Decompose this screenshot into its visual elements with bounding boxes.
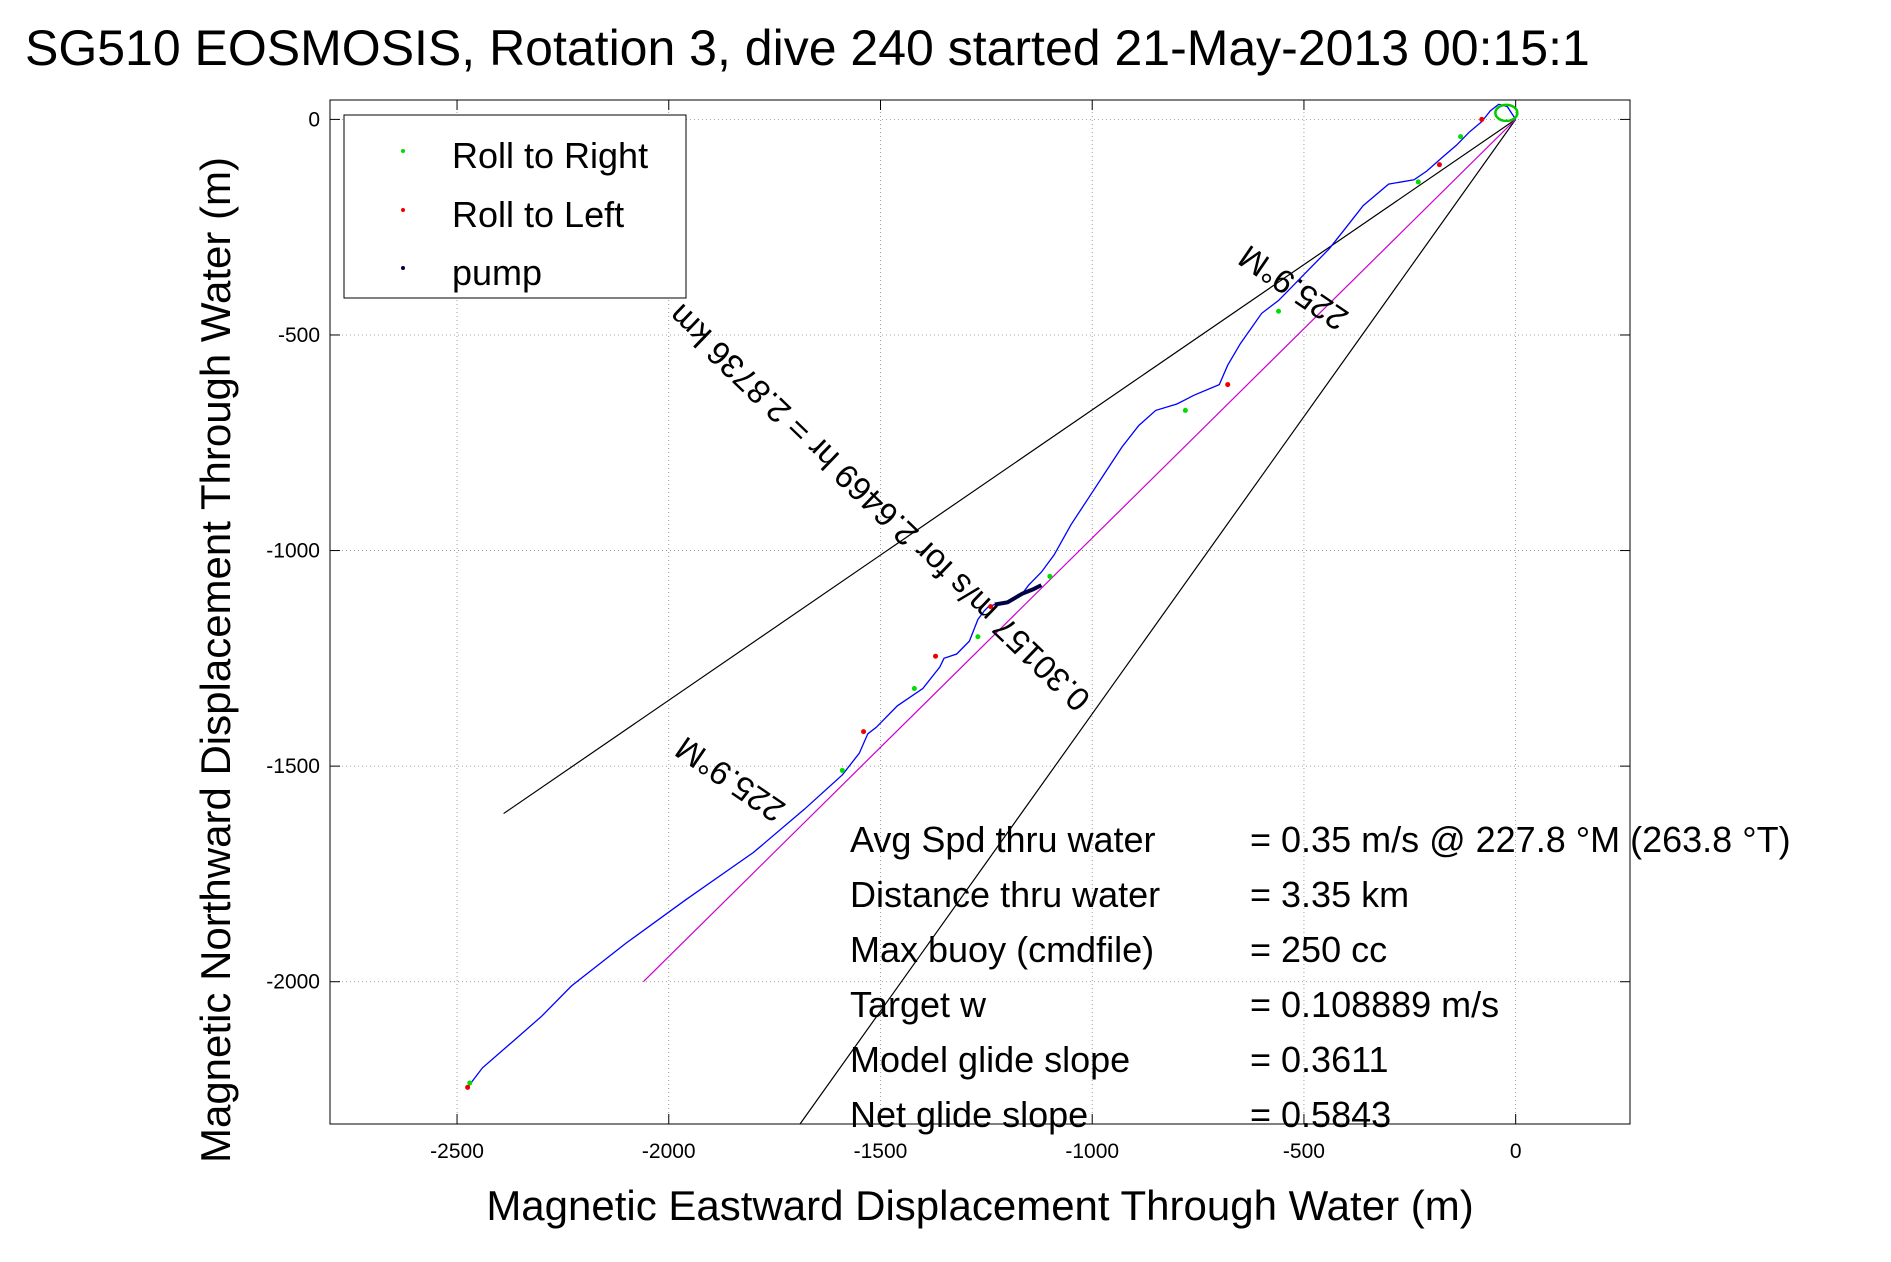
roll-right-point <box>975 634 981 640</box>
y-axis-label: Magnetic Northward Displacement Through … <box>192 157 239 1163</box>
stat-value-model-glide: = 0.3611 <box>1250 1039 1388 1080</box>
legend-label-roll-left: Roll to Left <box>452 194 624 235</box>
x-axis-ticks: -2500 -2000 -1500 -1000 -500 0 <box>430 100 1522 1163</box>
roll-right-point <box>1276 308 1282 314</box>
heading-ray-lower <box>799 119 1517 1125</box>
roll-right-point <box>1182 407 1188 413</box>
net-track <box>642 118 1517 983</box>
stat-label-avg-speed: Avg Spd thru water <box>850 819 1156 860</box>
legend-box <box>343 114 687 299</box>
stat-label-model-glide: Model glide slope <box>850 1039 1130 1080</box>
heading-ray-upper <box>503 118 1517 815</box>
chart-title: SG510 EOSMOSIS, Rotation 3, dive 240 sta… <box>25 20 1590 76</box>
glider-track-line <box>467 103 1517 1088</box>
roll-right-point <box>1047 573 1053 579</box>
stat-label-target-w: Target w <box>850 984 987 1025</box>
stat-label-net-glide: Net glide slope <box>850 1094 1088 1135</box>
y-tick-label: -500 <box>278 324 320 347</box>
y-tick-label: -1500 <box>266 755 320 778</box>
legend-label-roll-right: Roll to Right <box>452 135 648 176</box>
roll-right-point <box>467 1080 473 1086</box>
y-axis-ticks: 0 -500 -1000 -1500 -2000 <box>266 108 1630 994</box>
roll-right-point <box>1415 179 1421 185</box>
x-tick-label: -500 <box>1283 1140 1325 1163</box>
x-tick-label: 0 <box>1510 1140 1522 1163</box>
x-tick-label: -2500 <box>430 1140 484 1163</box>
stat-value-avg-speed: = 0.35 m/s @ 227.8 °M (263.8 °T) <box>1250 819 1791 860</box>
roll-right-point <box>911 686 917 692</box>
roll-right-point <box>839 767 845 773</box>
summary-stats: Avg Spd thru water = 0.35 m/s @ 227.8 °M… <box>850 819 1791 1135</box>
legend-marker-pump <box>401 266 405 270</box>
roll-left-point <box>1225 382 1231 388</box>
roll-left-point <box>861 729 867 735</box>
pump-segment-line <box>994 583 1043 607</box>
roll-left-point <box>988 604 994 610</box>
y-tick-label: 0 <box>308 108 320 131</box>
roll-right-point <box>1458 134 1464 140</box>
stat-value-target-w: = 0.108889 m/s <box>1250 984 1499 1025</box>
reference-lines <box>503 118 1517 1125</box>
legend-marker-roll-left <box>401 208 405 212</box>
stat-value-net-glide: = 0.5843 <box>1250 1094 1391 1135</box>
roll-left-point <box>1479 116 1485 122</box>
legend-marker-roll-right <box>401 149 405 153</box>
x-axis-label: Magnetic Eastward Displacement Through W… <box>486 1182 1473 1229</box>
roll-left-point <box>1436 162 1442 168</box>
stat-label-max-buoy: Max buoy (cmdfile) <box>850 929 1154 970</box>
x-tick-label: -1000 <box>1065 1140 1119 1163</box>
legend-label-pump: pump <box>452 252 542 293</box>
x-tick-label: -2000 <box>642 1140 696 1163</box>
stat-value-max-buoy: = 250 cc <box>1250 929 1387 970</box>
x-tick-label: -1500 <box>854 1140 908 1163</box>
legend: Roll to Right Roll to Left pump <box>343 114 687 299</box>
track-group <box>467 103 1519 1088</box>
stat-value-distance: = 3.35 km <box>1250 874 1409 915</box>
roll-left-point <box>465 1084 471 1090</box>
stat-label-distance: Distance thru water <box>850 874 1160 915</box>
surface-loop <box>1494 103 1519 123</box>
roll-left-point <box>933 653 939 659</box>
y-tick-label: -1000 <box>266 540 320 563</box>
y-tick-label: -2000 <box>266 971 320 994</box>
roll-markers <box>465 116 1485 1090</box>
